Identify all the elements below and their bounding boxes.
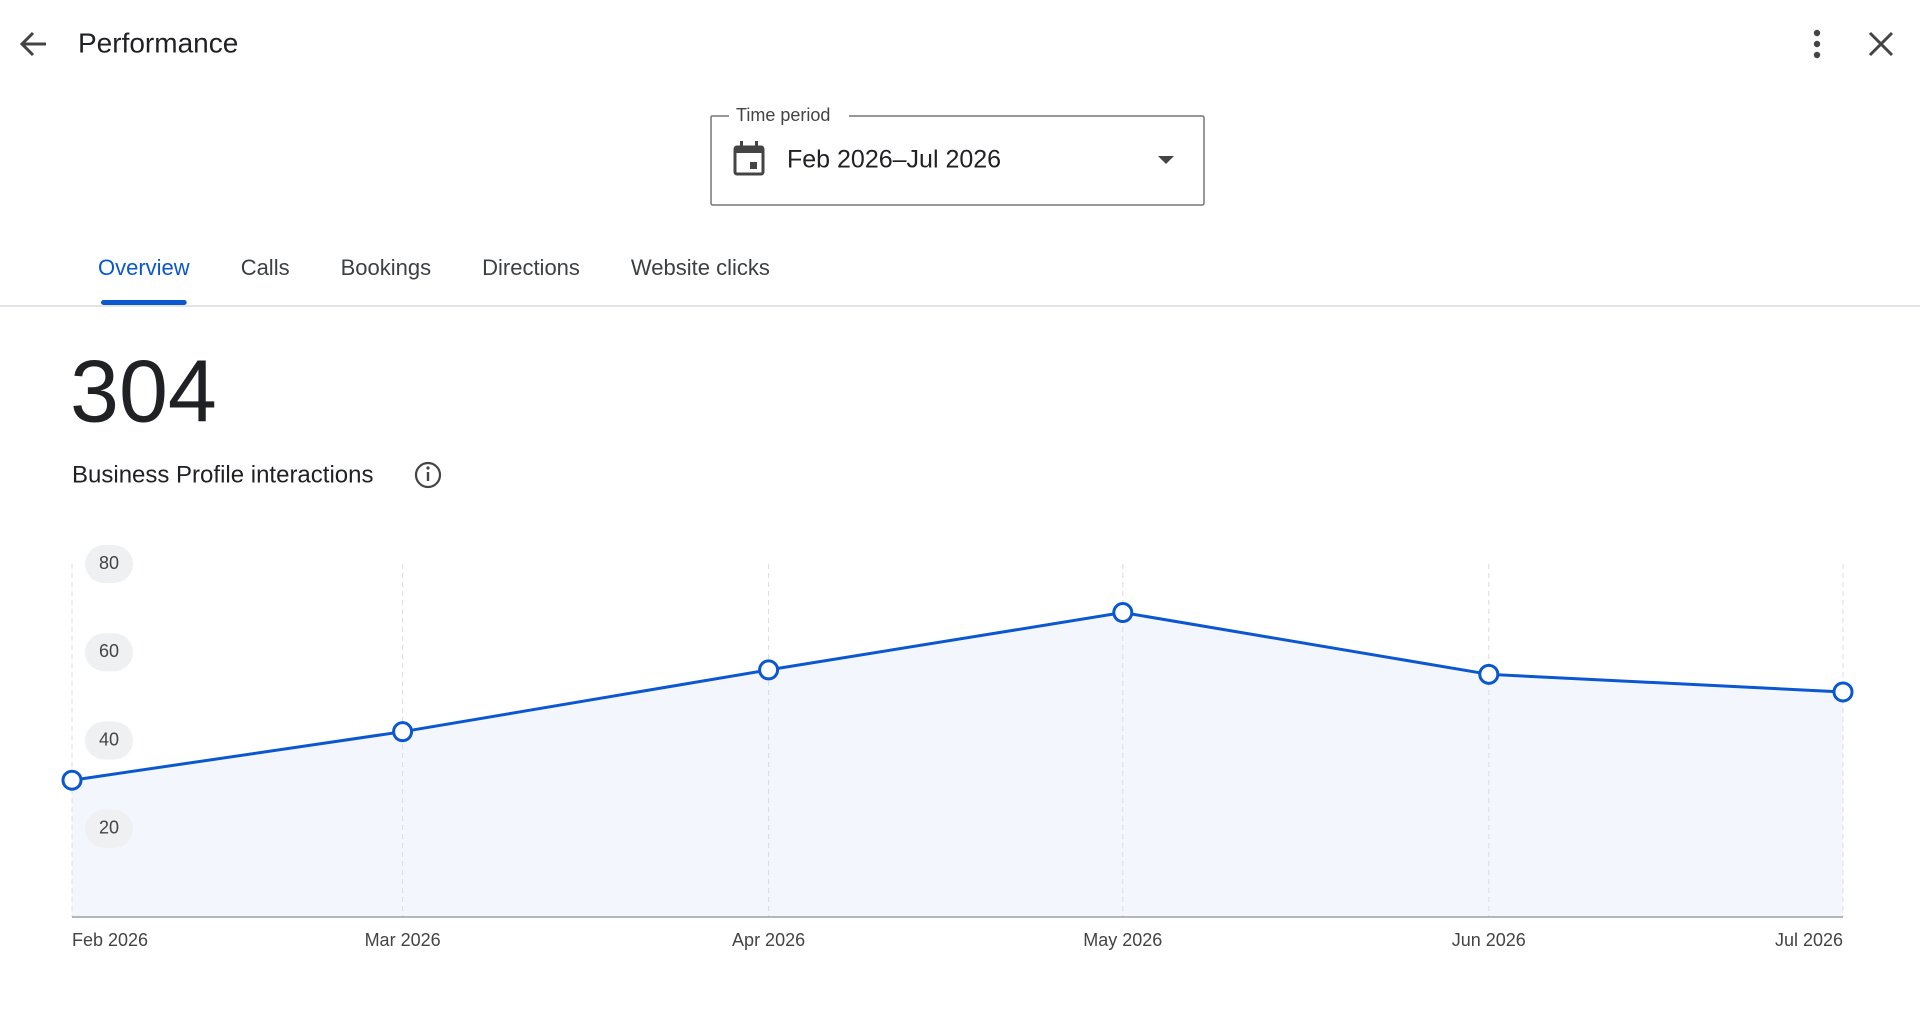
tab[interactable]: Calls	[241, 255, 290, 280]
y-tick-label: 40	[99, 729, 119, 749]
close-button[interactable]	[1868, 31, 1894, 57]
tab-indicator	[101, 300, 187, 305]
point[interactable]	[1112, 602, 1134, 624]
point[interactable]	[61, 769, 83, 791]
x-tick-label: Apr 2026	[732, 930, 805, 950]
more-button[interactable]	[1813, 29, 1821, 59]
back-button[interactable]	[19, 31, 46, 57]
calendar-icon	[733, 141, 765, 176]
y-tick-pill	[85, 721, 133, 760]
field-value: Feb 2026–Jul 2026	[787, 146, 1001, 174]
x-tick-label: Jul 2026	[1775, 930, 1843, 950]
tab[interactable]: Bookings	[341, 255, 432, 280]
panel-title: Performance	[78, 27, 238, 58]
y-tick-pill	[85, 633, 133, 672]
y-tick-label: 20	[99, 818, 119, 838]
field-label: Time period	[736, 105, 830, 125]
y-tick-pill	[85, 809, 133, 848]
line	[71, 611, 1844, 782]
tab[interactable]: Directions	[482, 255, 580, 280]
tab[interactable]: Website clicks	[631, 255, 770, 280]
summary-value: 304	[70, 341, 217, 440]
y-tick-pill	[85, 545, 133, 583]
point[interactable]	[1832, 681, 1854, 703]
tab-bar: Overview Calls Bookings Directions Website c…	[98, 255, 770, 305]
y-tick-label: 60	[99, 641, 119, 661]
point[interactable]	[392, 721, 414, 743]
y-tick-label: 80	[99, 553, 119, 573]
chart: Feb 2026 Mar 2026 Apr 2026 May 2026 Jun 2026…	[61, 545, 1854, 950]
x-tick-label: May 2026	[1083, 930, 1162, 950]
x-tick-label: Mar 2026	[365, 930, 441, 950]
point[interactable]	[1478, 663, 1500, 685]
summary-label: Business Profile interactions	[72, 461, 373, 488]
x-tick-label: Feb 2026	[72, 930, 148, 950]
area-fill	[72, 612, 1843, 917]
info-icon[interactable]	[414, 461, 442, 489]
time-period-select[interactable]: Time period Feb 2026–Jul 2026	[710, 105, 1205, 206]
point[interactable]	[758, 659, 780, 681]
x-tick-label: Jun 2026	[1452, 930, 1526, 950]
tab[interactable]: Overview	[98, 255, 190, 280]
dropdown-caret	[1158, 156, 1174, 164]
